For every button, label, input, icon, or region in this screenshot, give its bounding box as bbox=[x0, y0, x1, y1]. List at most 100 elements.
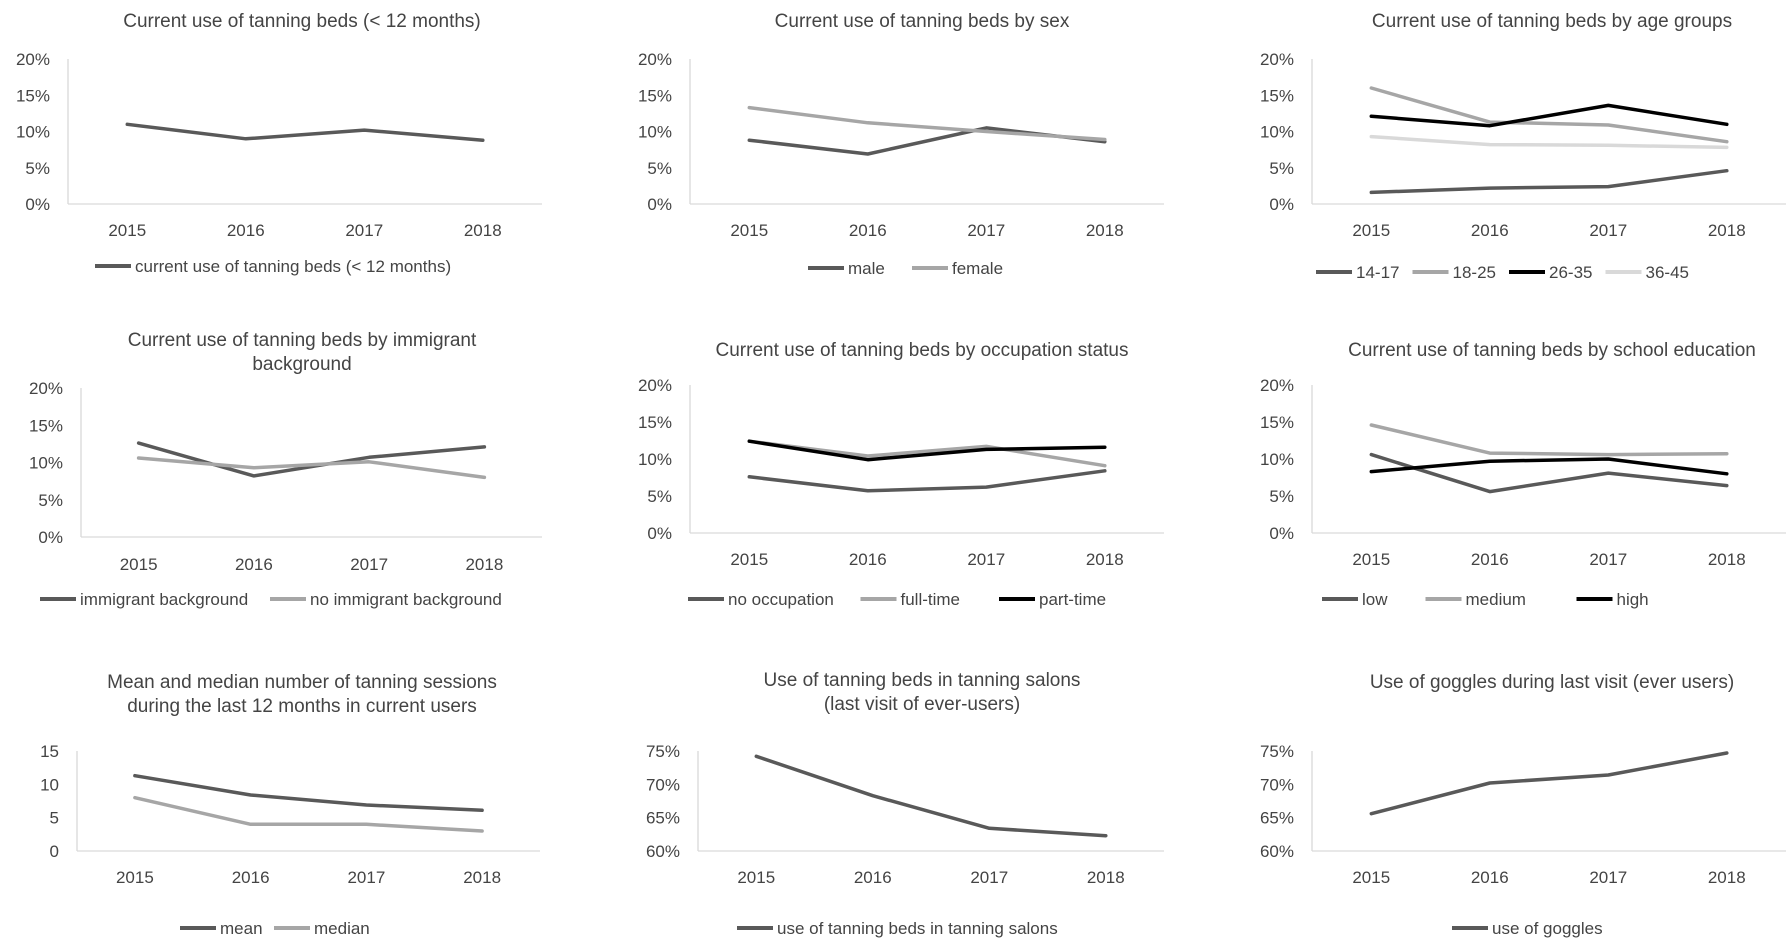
legend-label-median: median bbox=[314, 919, 370, 938]
y-tick-label: 20% bbox=[638, 376, 672, 395]
x-tick-label: 2016 bbox=[227, 221, 265, 240]
chart-panel-6: Current use of tanning beds by school ed… bbox=[1260, 340, 1786, 609]
legend-label-immigrant-background: immigrant background bbox=[80, 590, 248, 609]
y-tick-label: 5% bbox=[647, 159, 672, 178]
y-tick-label: 20% bbox=[638, 50, 672, 69]
y-tick-label: 15% bbox=[1260, 86, 1294, 105]
y-tick-label: 15% bbox=[29, 416, 63, 435]
series-line-immigrant-background bbox=[136, 441, 487, 478]
y-tick-label: 15% bbox=[16, 86, 50, 105]
x-tick-label: 2015 bbox=[1352, 550, 1390, 569]
legend-label-26-35: 26-35 bbox=[1549, 263, 1592, 282]
x-tick-label: 2017 bbox=[345, 221, 383, 240]
series-line-14-17 bbox=[1369, 168, 1729, 195]
x-tick-label: 2015 bbox=[737, 868, 775, 887]
x-tick-label: 2017 bbox=[967, 550, 1005, 569]
legend-label-medium: medium bbox=[1466, 590, 1526, 609]
y-tick-label: 15% bbox=[638, 413, 672, 432]
y-tick-label: 70% bbox=[646, 775, 680, 794]
chart-title: Current use of tanning beds (< 12 months… bbox=[123, 11, 481, 32]
x-tick-label: 2016 bbox=[1471, 221, 1509, 240]
chart-panel-3: Current use of tanning beds by age group… bbox=[1260, 11, 1786, 282]
legend-label-use-of-tanning-beds-in-tanning-salons: use of tanning beds in tanning salons bbox=[777, 919, 1058, 938]
x-tick-label: 2017 bbox=[347, 868, 385, 887]
chart-title: Current use of tanning beds by immigrant bbox=[128, 330, 477, 351]
series-line-26-35 bbox=[1369, 103, 1729, 128]
x-tick-label: 2018 bbox=[1708, 868, 1746, 887]
legend-label-high: high bbox=[1617, 590, 1649, 609]
series-line-full-time bbox=[747, 439, 1107, 468]
x-tick-label: 2018 bbox=[463, 868, 501, 887]
y-tick-label: 10% bbox=[638, 450, 672, 469]
y-tick-label: 20% bbox=[16, 50, 50, 69]
y-tick-label: 20% bbox=[1260, 50, 1294, 69]
x-tick-label: 2016 bbox=[1471, 550, 1509, 569]
chart-title: (last visit of ever-users) bbox=[824, 694, 1020, 715]
y-tick-label: 20% bbox=[1260, 376, 1294, 395]
chart-title: Use of tanning beds in tanning salons bbox=[764, 670, 1081, 691]
y-tick-label: 20% bbox=[29, 379, 63, 398]
x-tick-label: 2015 bbox=[1352, 221, 1390, 240]
series-line-male bbox=[747, 126, 1107, 156]
legend-label-18-25: 18-25 bbox=[1453, 263, 1496, 282]
x-tick-label: 2017 bbox=[350, 555, 388, 574]
series-line-current-use-of-tanning-beds-12-months bbox=[125, 122, 485, 142]
chart-panel-9: Use of goggles during last visit (ever u… bbox=[1260, 672, 1786, 938]
chart-title: Use of goggles during last visit (ever u… bbox=[1370, 672, 1734, 693]
x-tick-label: 2018 bbox=[1708, 550, 1746, 569]
y-tick-label: 10% bbox=[638, 123, 672, 142]
series-line-high bbox=[1369, 457, 1729, 476]
legend-label-no-immigrant-background: no immigrant background bbox=[310, 590, 502, 609]
legend-label-mean: mean bbox=[220, 919, 263, 938]
y-tick-label: 5% bbox=[1269, 487, 1294, 506]
x-tick-label: 2018 bbox=[1086, 221, 1124, 240]
legend-label-low: low bbox=[1362, 590, 1388, 609]
y-tick-label: 15 bbox=[40, 742, 59, 761]
series-line-part-time bbox=[747, 439, 1107, 462]
y-tick-label: 0% bbox=[25, 195, 50, 214]
series-line-18-25 bbox=[1369, 86, 1729, 144]
series-line-medium bbox=[1369, 423, 1729, 457]
x-tick-label: 2016 bbox=[232, 868, 270, 887]
chart-panel-5: Current use of tanning beds by occupatio… bbox=[638, 340, 1164, 609]
y-tick-label: 10% bbox=[29, 454, 63, 473]
y-tick-label: 0% bbox=[1269, 195, 1294, 214]
x-tick-label: 2015 bbox=[120, 555, 158, 574]
x-tick-label: 2016 bbox=[1471, 868, 1509, 887]
legend-label-current-use-of-tanning-beds-12-months: current use of tanning beds (< 12 months… bbox=[135, 257, 451, 276]
chart-title: Current use of tanning beds by occupatio… bbox=[716, 340, 1129, 361]
series-line-36-45 bbox=[1369, 134, 1729, 150]
x-tick-label: 2018 bbox=[464, 221, 502, 240]
chart-panel-7: Mean and median number of tanning sessio… bbox=[40, 672, 540, 938]
y-tick-label: 5 bbox=[50, 809, 59, 828]
x-tick-label: 2015 bbox=[116, 868, 154, 887]
y-tick-label: 0% bbox=[1269, 524, 1294, 543]
chart-panel-4: Current use of tanning beds by immigrant… bbox=[29, 330, 542, 609]
chart-panel-2: Current use of tanning beds by sex 20% 15%… bbox=[638, 11, 1164, 278]
x-tick-label: 2018 bbox=[465, 555, 503, 574]
x-tick-label: 2015 bbox=[730, 221, 768, 240]
series-line-no-immigrant-background bbox=[136, 456, 487, 480]
legend-label-14-17: 14-17 bbox=[1356, 263, 1399, 282]
x-tick-label: 2015 bbox=[1352, 868, 1390, 887]
y-tick-label: 15% bbox=[638, 86, 672, 105]
legend-label-use-of-goggles: use of goggles bbox=[1492, 919, 1603, 938]
series-line-female bbox=[747, 105, 1107, 142]
legend-label-no-occupation: no occupation bbox=[728, 590, 834, 609]
x-tick-label: 2016 bbox=[849, 550, 887, 569]
y-tick-label: 75% bbox=[1260, 742, 1294, 761]
series-line-use-of-goggles bbox=[1369, 751, 1729, 816]
y-tick-label: 60% bbox=[1260, 842, 1294, 861]
y-tick-label: 10% bbox=[1260, 450, 1294, 469]
series-line-low bbox=[1369, 452, 1729, 494]
x-tick-label: 2018 bbox=[1708, 221, 1746, 240]
y-tick-label: 0% bbox=[38, 528, 63, 547]
x-tick-label: 2017 bbox=[967, 221, 1005, 240]
x-tick-label: 2016 bbox=[849, 221, 887, 240]
x-tick-label: 2015 bbox=[108, 221, 146, 240]
legend-label-male: male bbox=[848, 259, 885, 278]
y-tick-label: 15% bbox=[1260, 413, 1294, 432]
x-tick-label: 2017 bbox=[1589, 550, 1627, 569]
y-tick-label: 5% bbox=[25, 159, 50, 178]
chart-title: Mean and median number of tanning sessio… bbox=[107, 672, 497, 693]
